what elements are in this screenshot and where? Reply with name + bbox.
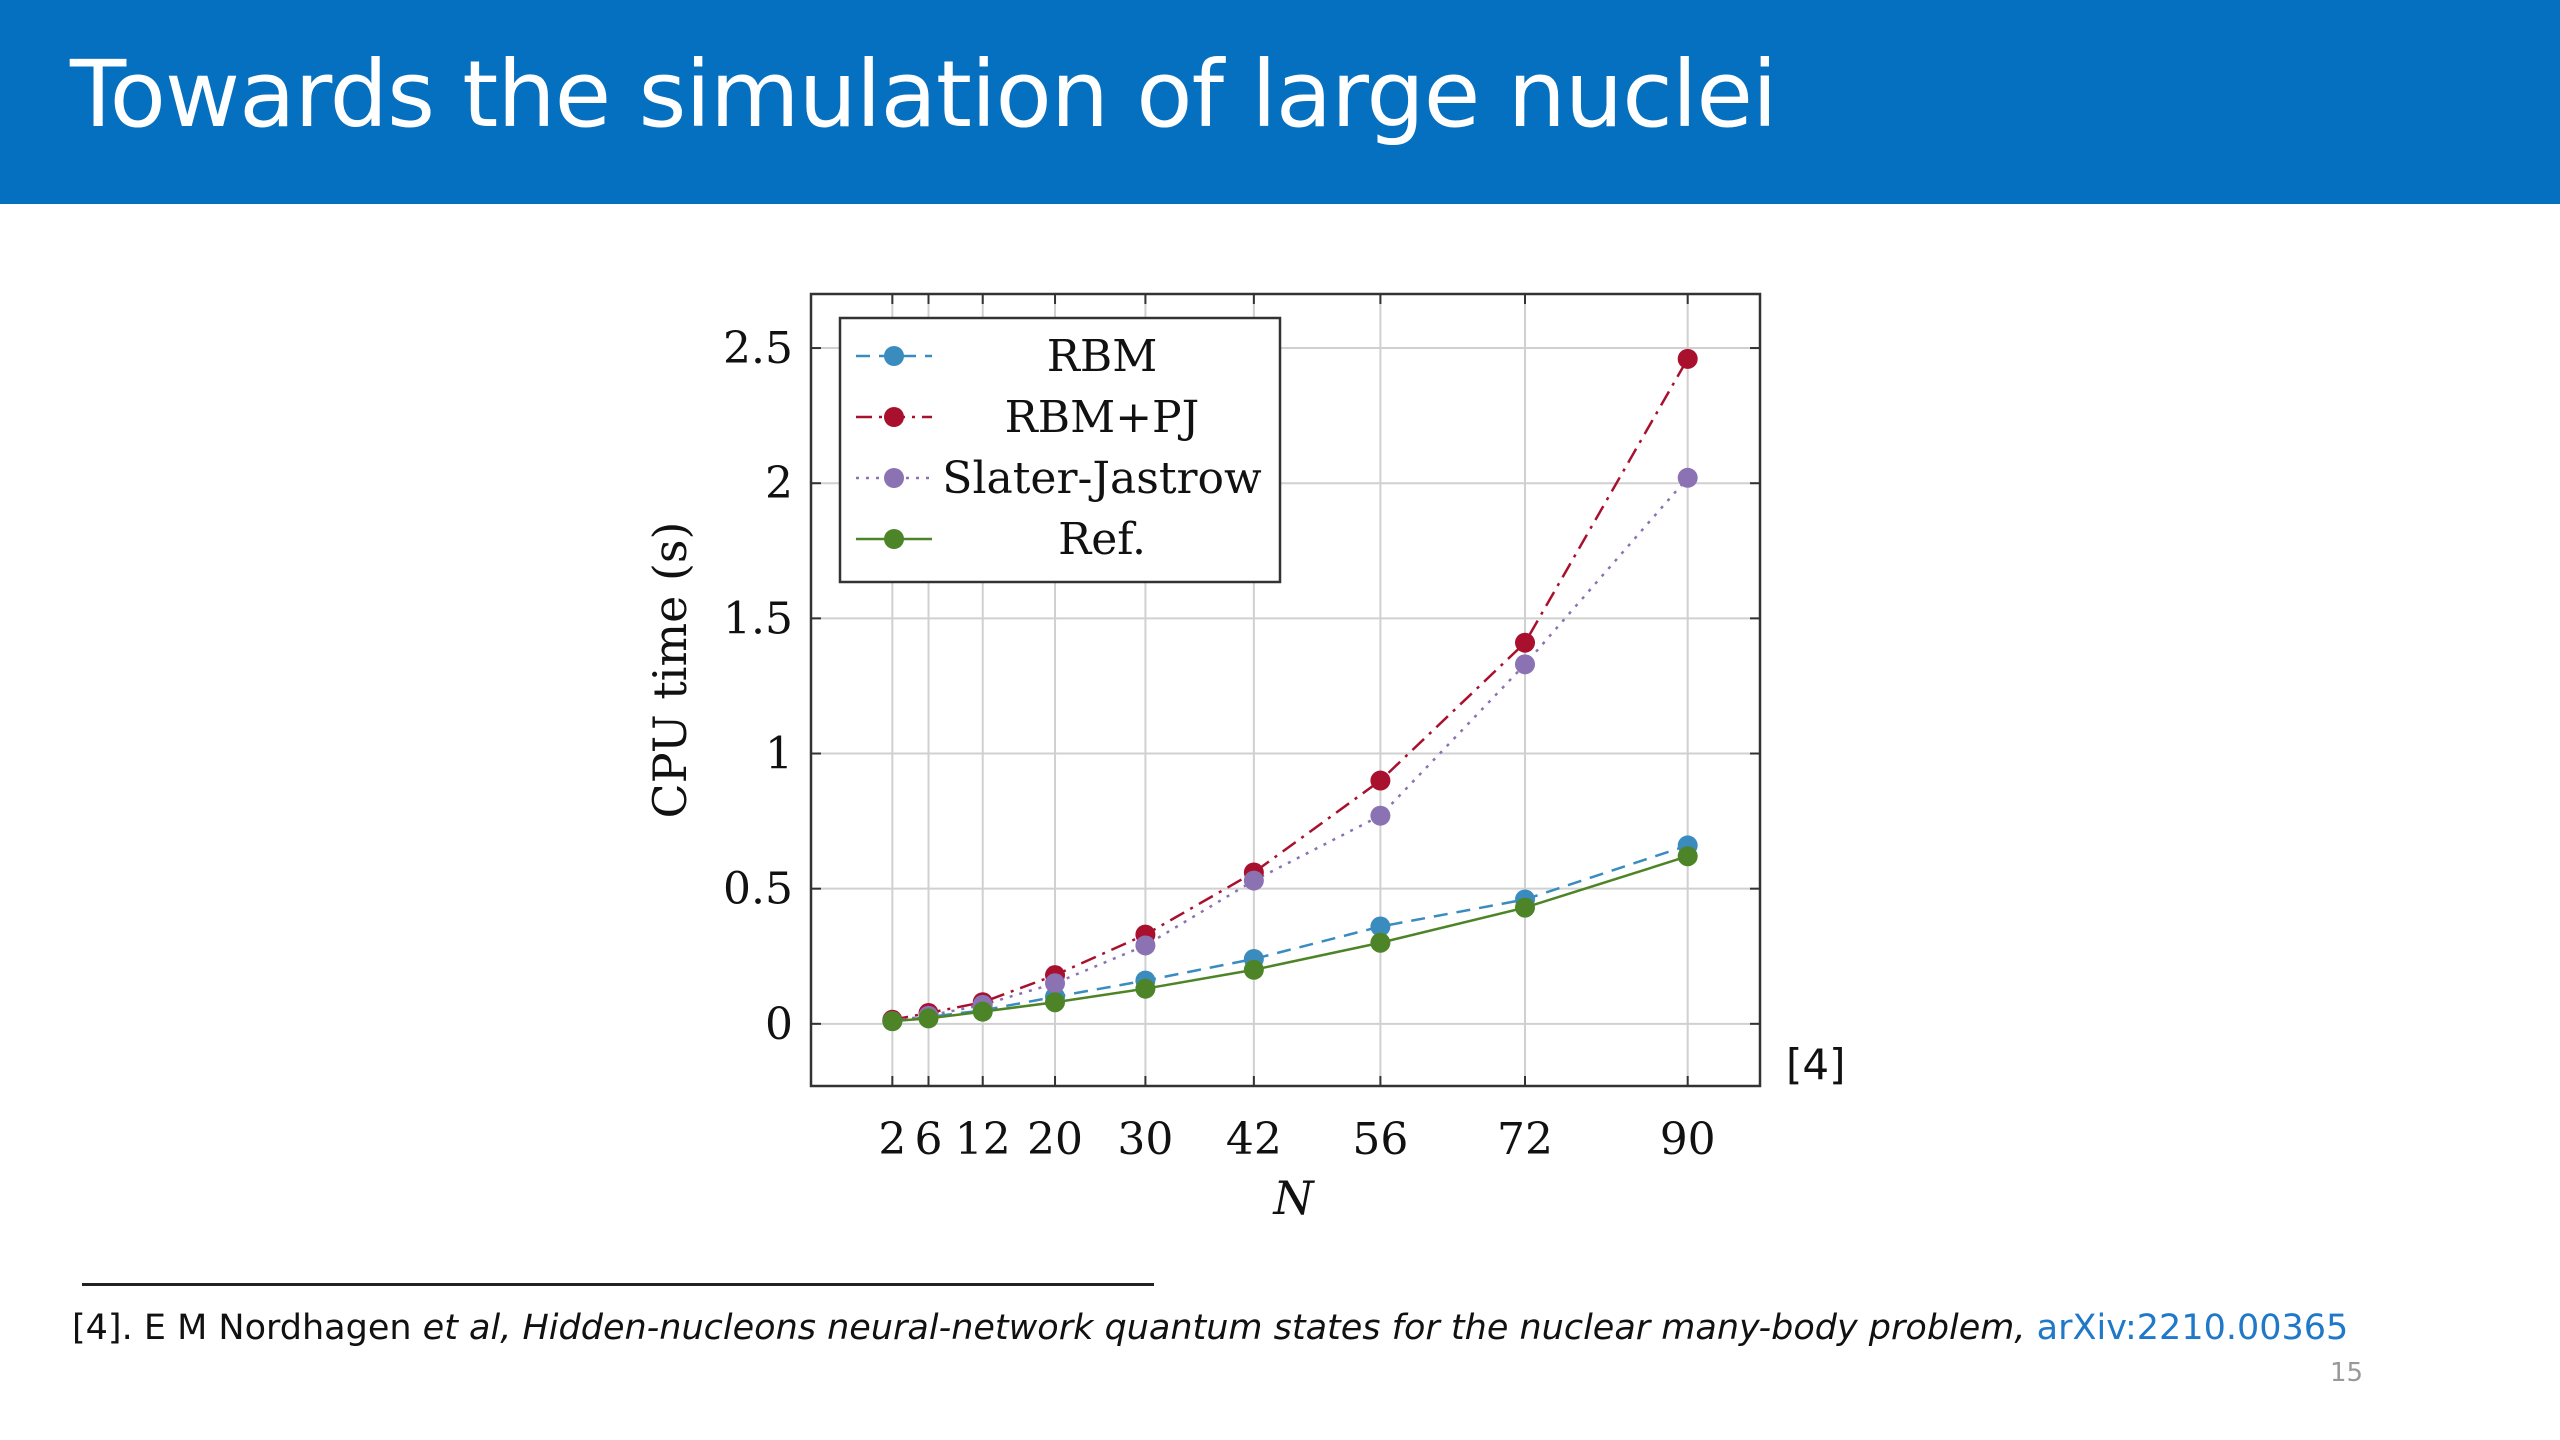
data-point-2 [1677,467,1698,488]
data-point-3 [972,1001,993,1022]
data-point-0 [1370,916,1391,937]
data-point-3 [1515,897,1536,918]
legend-swatch-marker [884,529,904,549]
y-tick-label: 1.5 [723,593,793,644]
title-bar: Towards the simulation of large nuclei [0,0,2560,204]
y-axis-label: CPU time (s) [643,522,697,819]
y-tick-label: 2 [765,458,793,509]
legend-swatch-marker [884,346,904,366]
data-point-3 [1045,992,1066,1013]
data-point-2 [1515,654,1536,675]
data-point-2 [1045,973,1066,994]
plot-frame [809,292,1762,1088]
slide-title: Towards the simulation of large nuclei [70,41,1778,148]
data-point-2 [1243,870,1264,891]
data-point-2 [1370,805,1391,826]
y-tick-label: 2.5 [723,323,793,374]
x-tick-label: 56 [1352,1114,1408,1165]
footnote-divider [82,1283,1154,1286]
x-tick-label: 12 [955,1114,1011,1165]
data-point-3 [1243,959,1264,980]
legend-label: Ref. [1058,514,1146,565]
footnote-prefix: [4]. E M Nordhagen [72,1308,423,1348]
series-line-0 [892,844,1689,1023]
y-tick-label: 0.5 [723,864,793,915]
legend-swatch-marker [884,468,904,488]
data-point-3 [1370,932,1391,953]
footnote-etal: et al, [422,1308,512,1348]
x-tick-label: 6 [914,1114,942,1165]
data-point-1 [1370,770,1391,791]
data-point-3 [882,1011,903,1032]
data-point-3 [918,1008,939,1029]
data-point-1 [1677,348,1698,369]
legend-swatch-marker [884,407,904,427]
data-point-2 [1135,935,1156,956]
footnote-paper-title: Hidden-nucleons neural-network quantum s… [511,1308,2026,1348]
y-tick-label: 1 [765,729,793,780]
x-axis-label: N [1272,1171,1315,1225]
legend-label: RBM [1047,331,1158,382]
legend-label: Slater-Jastrow [942,453,1262,504]
page-number: 15 [2330,1358,2364,1388]
data-point-3 [1135,978,1156,999]
data-point-3 [1677,846,1698,867]
x-tick-label: 72 [1497,1114,1553,1165]
x-tick-label: 20 [1027,1114,1083,1165]
footnote: [4]. E M Nordhagen et al, Hidden-nucleon… [72,1308,2348,1348]
y-tick-label: 0 [765,999,793,1050]
legend-label: RBM+PJ [1005,392,1200,443]
x-tick-label: 30 [1117,1114,1173,1165]
data-point-1 [1515,632,1536,653]
x-tick-label: 2 [878,1114,906,1165]
x-tick-label: 42 [1226,1114,1282,1165]
x-tick-label: 90 [1660,1114,1716,1165]
reference-tag: [4] [1786,1040,1846,1089]
arxiv-link[interactable]: arXiv:2210.00365 [2025,1308,2349,1348]
